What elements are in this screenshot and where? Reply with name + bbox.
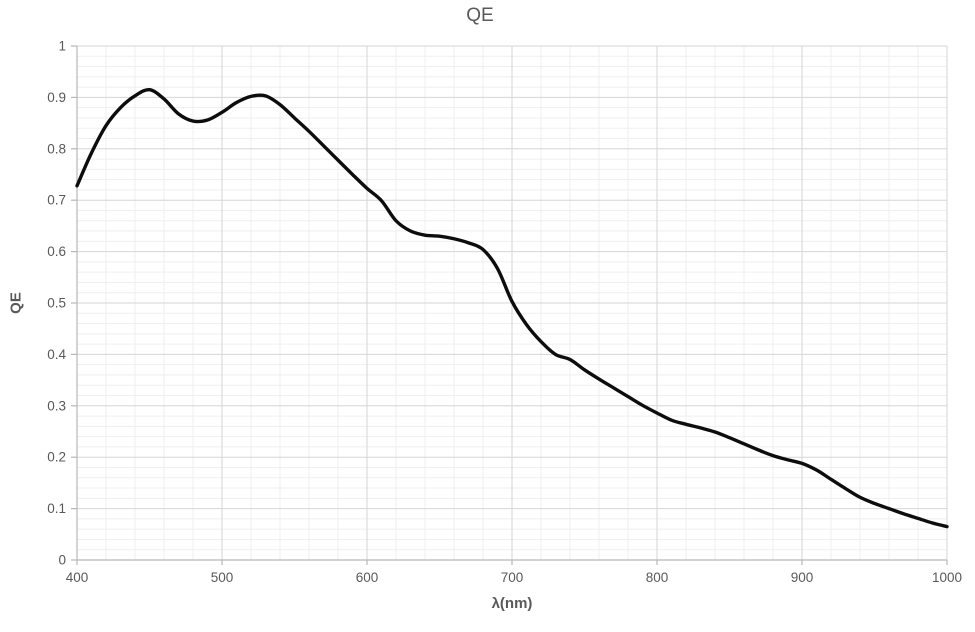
x-tick-label: 800 [646, 570, 669, 585]
y-tick-label: 0.2 [47, 450, 66, 465]
x-axis-title: λ(nm) [491, 595, 533, 612]
qe-curve [75, 87, 949, 529]
x-tick-label: 500 [211, 570, 234, 585]
y-tick-label: 1 [58, 39, 66, 54]
y-tick-label: 0.5 [47, 296, 66, 311]
y-tick-label: 0.9 [47, 90, 66, 105]
y-tick-label: 0.4 [47, 347, 66, 362]
chart-title: QE [466, 5, 494, 26]
y-tick-label: 0 [58, 553, 66, 568]
y-tick-label: 0.6 [47, 244, 66, 259]
y-tick-label: 0.7 [47, 193, 66, 208]
x-tick-label: 400 [66, 570, 89, 585]
x-tick-label: 600 [356, 570, 379, 585]
y-tick-label: 0.1 [47, 501, 66, 516]
y-tick-label: 0.3 [47, 398, 66, 413]
y-tick-label: 0.8 [47, 141, 66, 156]
x-tick-label: 1000 [932, 570, 962, 585]
x-tick-label: 700 [501, 570, 524, 585]
x-tick-label: 900 [791, 570, 814, 585]
